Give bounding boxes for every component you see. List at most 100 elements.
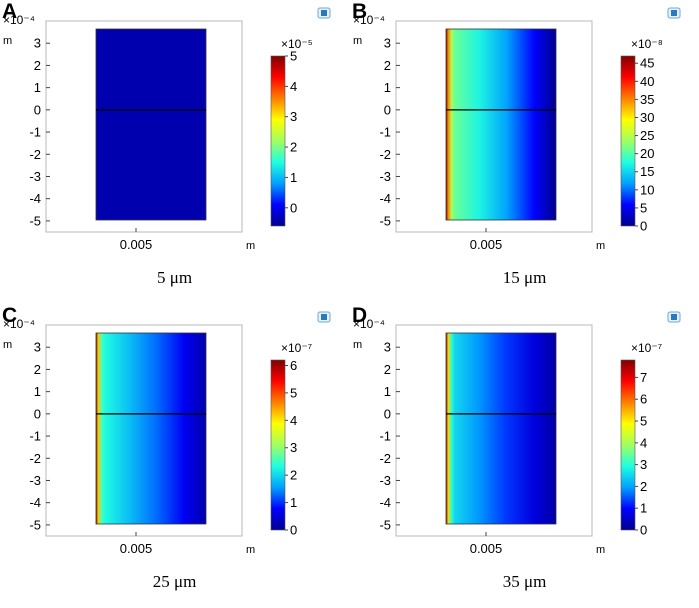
y-tick-label: 0 xyxy=(34,406,41,421)
y-tick-label: 0 xyxy=(34,102,41,117)
colorbar xyxy=(620,359,636,531)
colorbar-tick-label: 3 xyxy=(290,109,297,124)
view-icon xyxy=(317,311,331,323)
field-domain xyxy=(95,28,207,221)
y-tick-label: 1 xyxy=(384,384,391,399)
colorbar-tick-label: 30 xyxy=(640,110,654,125)
y-tick-label: -2 xyxy=(29,451,41,466)
view-icon xyxy=(317,7,331,19)
y-exponent-label: ×10⁻⁴ xyxy=(353,13,385,27)
plot-area: 3 2 1 0 -1 -2 -3 -4 -5 ×10⁻⁴ m 0.005 m 6 5 4 3 2 1 0 ×10⁻⁷ xyxy=(3,311,331,556)
colorbar-tick-label: 5 xyxy=(290,49,297,64)
colorbar-tick-label: 4 xyxy=(290,413,297,428)
colorbar-exponent-label: ×10⁻⁷ xyxy=(281,341,312,355)
y-exponent-label: ×10⁻⁴ xyxy=(3,13,35,27)
colorbar-tick-label: 5 xyxy=(290,385,297,400)
panel-caption: 5 μm xyxy=(156,268,193,287)
y-tick-label: 1 xyxy=(34,384,41,399)
y-tick-label: 2 xyxy=(384,362,391,377)
y-tick-label: 3 xyxy=(384,36,391,51)
y-tick-label: -5 xyxy=(29,213,41,228)
colorbar-tick-label: 6 xyxy=(640,392,647,407)
y-tick-label: -3 xyxy=(29,473,41,488)
colorbar-tick-label: 25 xyxy=(640,128,654,143)
field-domain xyxy=(445,28,557,221)
colorbar-tick-label: 5 xyxy=(640,414,647,429)
y-tick-label: 2 xyxy=(34,362,41,377)
y-tick-label: -2 xyxy=(29,147,41,162)
panel-caption: 15 μm xyxy=(502,268,547,287)
panel-letter: A xyxy=(2,0,18,23)
colorbar-tick-label: 1 xyxy=(640,501,647,516)
y-tick-label: 2 xyxy=(384,58,391,73)
colorbar xyxy=(270,359,286,531)
y-tick-label: -3 xyxy=(379,473,391,488)
colorbar-tick-label: 3 xyxy=(640,457,647,472)
y-tick-label: 2 xyxy=(34,58,41,73)
colorbar-exponent-label: ×10⁻⁸ xyxy=(631,37,663,51)
x-unit-label: m xyxy=(596,240,605,252)
colorbar-tick-label: 2 xyxy=(290,468,297,483)
y-tick-label: -1 xyxy=(29,429,41,444)
panel-caption: 35 μm xyxy=(502,572,547,591)
y-tick-label: -5 xyxy=(379,517,391,532)
y-tick-label: -2 xyxy=(379,451,391,466)
colorbar-tick-label: 1 xyxy=(290,170,297,185)
x-unit-label: m xyxy=(246,544,255,556)
y-tick-label: 3 xyxy=(34,36,41,51)
field-domain xyxy=(445,332,557,525)
colorbar-tick-label: 20 xyxy=(640,146,654,161)
x-tick-label: 0.005 xyxy=(120,541,153,556)
colorbar-exponent-label: ×10⁻⁵ xyxy=(281,37,313,51)
colorbar xyxy=(620,55,636,227)
panel-letter: C xyxy=(2,304,18,327)
y-exponent-label: ×10⁻⁴ xyxy=(3,317,35,331)
y-tick-label: 3 xyxy=(34,340,41,355)
y-tick-label: -4 xyxy=(29,495,41,510)
y-tick-label: -3 xyxy=(29,169,41,184)
colorbar-tick-label: 0 xyxy=(290,523,297,538)
panel-d: D 3 2 1 0 -1 -2 -3 -4 -5 ×10⁻⁴ m 0.005 m 7 6 5 4 3 2 1 0 ×10⁻… xyxy=(350,304,699,608)
colorbar-tick-label: 4 xyxy=(640,435,647,450)
y-unit-label: m xyxy=(353,35,362,47)
y-tick-label: -5 xyxy=(379,213,391,228)
colorbar-tick-label: 0 xyxy=(640,523,647,538)
panel-letter: D xyxy=(352,304,368,327)
y-tick-label: -1 xyxy=(29,125,41,140)
colorbar-tick-label: 7 xyxy=(640,370,647,385)
colorbar-tick-label: 0 xyxy=(290,200,297,215)
x-tick-label: 0.005 xyxy=(470,541,503,556)
colorbar-tick-label: 2 xyxy=(640,479,647,494)
panel-c: C 3 2 1 0 -1 -2 -3 -4 -5 ×10⁻⁴ m 0.005 m 6 5 4 3 2 1 0 ×10⁻⁷… xyxy=(0,304,349,608)
y-unit-label: m xyxy=(353,339,362,351)
y-unit-label: m xyxy=(3,339,12,351)
plot-area: 3 2 1 0 -1 -2 -3 -4 -5 ×10⁻⁴ m 0.005 m 5 4 3 2 1 0 ×10⁻⁵ xyxy=(3,7,331,252)
plot-area: 3 2 1 0 -1 -2 -3 -4 -5 ×10⁻⁴ m 0.005 m 7 6 5 4 3 2 1 0 ×10⁻⁷ xyxy=(353,311,681,556)
y-tick-label: -4 xyxy=(379,495,391,510)
panel-letter: B xyxy=(352,0,368,23)
view-icon xyxy=(667,311,681,323)
colorbar-tick-label: 4 xyxy=(290,79,297,94)
colorbar-tick-label: 15 xyxy=(640,164,654,179)
view-icon xyxy=(667,7,681,19)
x-tick-label: 0.005 xyxy=(470,237,503,252)
y-tick-label: 1 xyxy=(34,80,41,95)
y-tick-label: -4 xyxy=(379,191,391,206)
x-tick-label: 0.005 xyxy=(120,237,153,252)
colorbar xyxy=(270,55,286,227)
colorbar-tick-label: 40 xyxy=(640,74,654,89)
colorbar-tick-label: 1 xyxy=(290,495,297,510)
y-tick-label: -3 xyxy=(379,169,391,184)
panel-caption: 25 μm xyxy=(152,572,197,591)
colorbar-exponent-label: ×10⁻⁷ xyxy=(631,341,662,355)
x-unit-label: m xyxy=(596,544,605,556)
y-tick-label: -1 xyxy=(379,429,391,444)
field-domain xyxy=(95,332,207,525)
y-exponent-label: ×10⁻⁴ xyxy=(353,317,385,331)
y-tick-label: 0 xyxy=(384,102,391,117)
y-tick-label: 0 xyxy=(384,406,391,421)
y-unit-label: m xyxy=(3,35,12,47)
colorbar-tick-label: 5 xyxy=(640,200,647,215)
colorbar-tick-label: 3 xyxy=(290,440,297,455)
